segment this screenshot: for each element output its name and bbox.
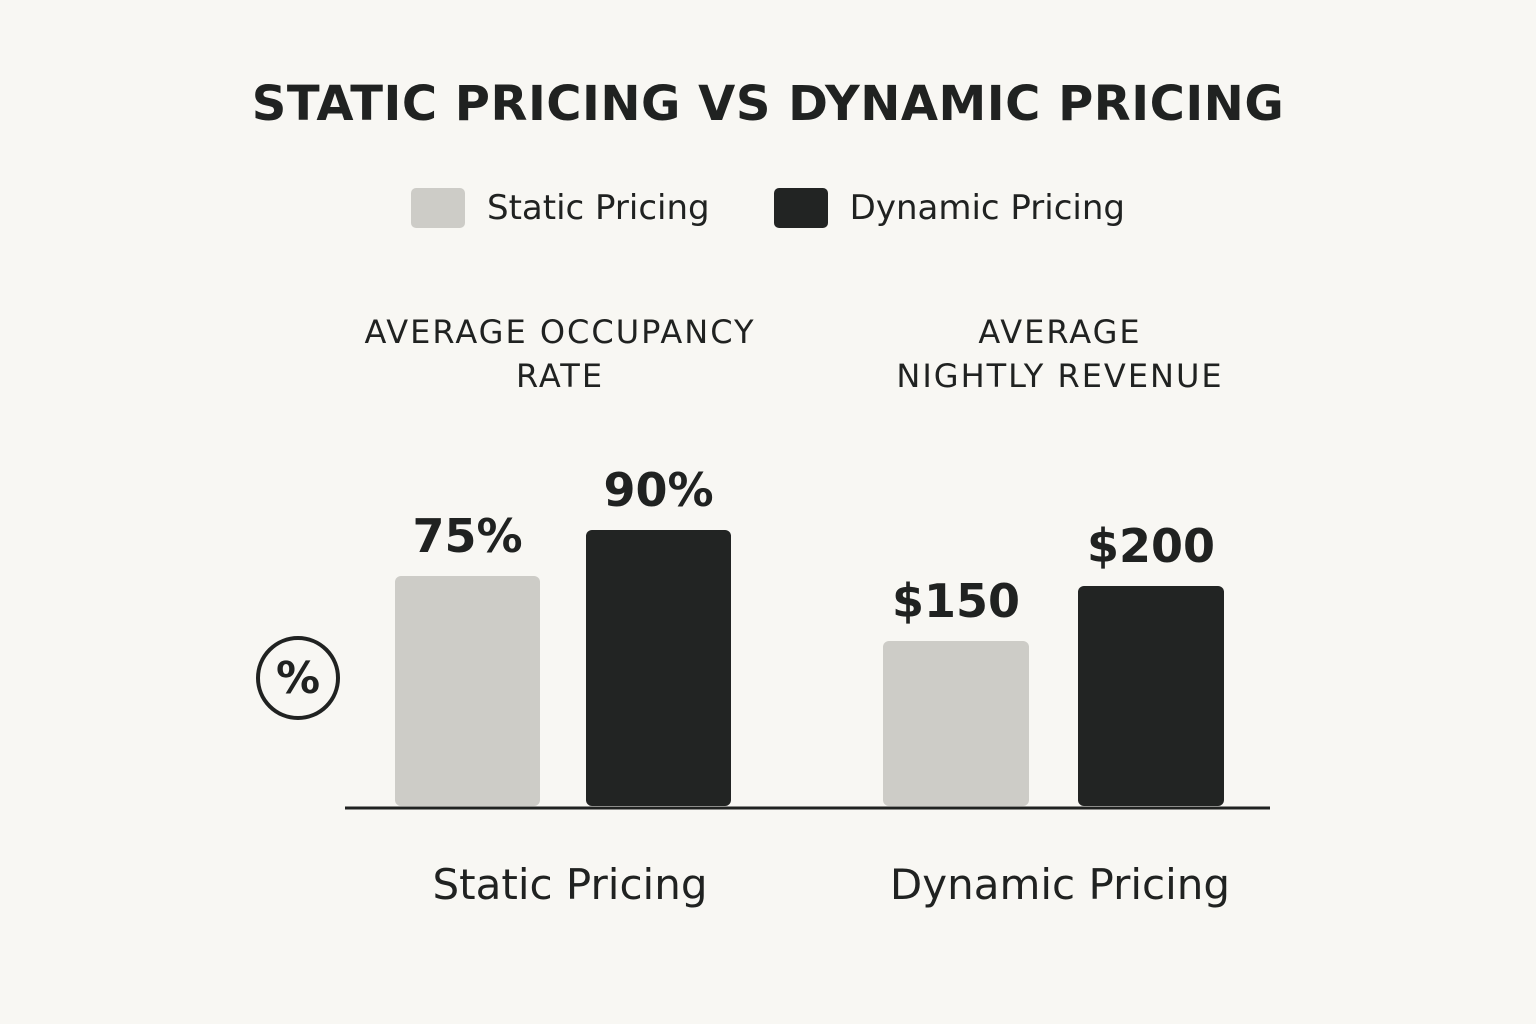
chart-title: STATIC PRICING VS DYNAMIC PRICING (251, 76, 1285, 132)
data-label-occupancy-static: 75% (412, 509, 522, 563)
group-title-revenue: AVERAGE NIGHTLY REVENUE (896, 313, 1224, 395)
x-label-dynamic: Dynamic Pricing (889, 860, 1231, 909)
bar-occupancy-dynamic (586, 530, 731, 806)
data-label-occupancy-dynamic: 90% (603, 463, 713, 517)
legend-swatch-dynamic (773, 188, 828, 228)
legend-item-static: Static Pricing (411, 188, 710, 228)
data-label-revenue-static: $150 (892, 574, 1020, 628)
percent-icon: % (256, 636, 340, 720)
group-title-occupancy: AVERAGE OCCUPANCY RATE (364, 313, 756, 395)
legend-swatch-static (411, 188, 465, 228)
legend: Static Pricing Dynamic Pricing (0, 188, 1536, 228)
bar-occupancy-static (395, 576, 540, 806)
bar-revenue-static (883, 641, 1029, 806)
data-label-revenue-dynamic: $200 (1087, 519, 1215, 573)
legend-label-static: Static Pricing (487, 188, 710, 228)
x-label-static: Static Pricing (432, 860, 708, 909)
legend-item-dynamic: Dynamic Pricing (773, 188, 1125, 228)
legend-label-dynamic: Dynamic Pricing (849, 188, 1125, 228)
bar-revenue-dynamic (1078, 586, 1224, 806)
